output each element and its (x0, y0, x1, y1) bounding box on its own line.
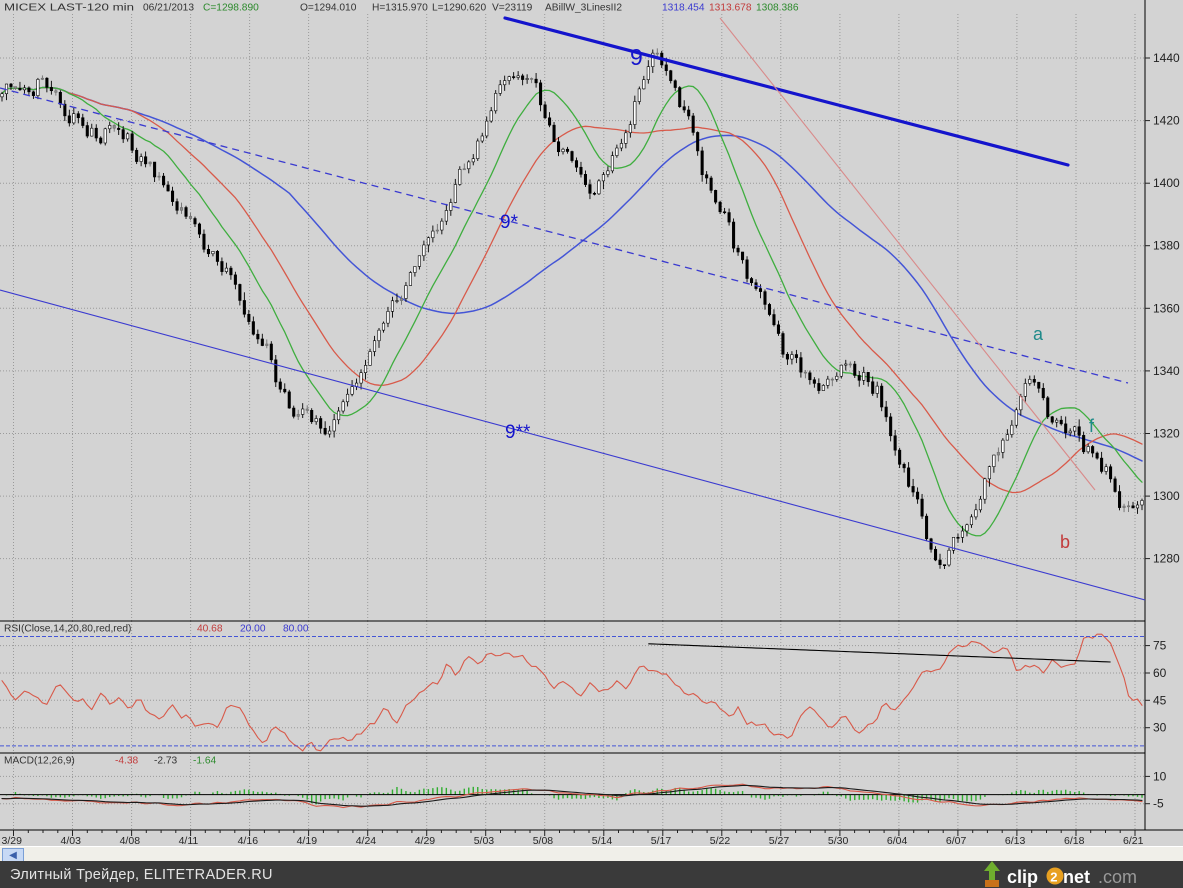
svg-text:1308.386: 1308.386 (756, 3, 799, 14)
svg-text:-4.38: -4.38 (115, 756, 139, 767)
svg-text:10: 10 (1153, 769, 1167, 783)
svg-text:net: net (1063, 867, 1090, 887)
svg-text:9*: 9* (500, 212, 519, 233)
svg-text:a: a (1033, 324, 1044, 344)
svg-text:60: 60 (1153, 666, 1167, 680)
svg-text:1380: 1380 (1153, 239, 1180, 253)
svg-text:L=1290.620: L=1290.620 (432, 3, 486, 14)
svg-text:clip: clip (1007, 867, 1038, 887)
svg-text:O=1294.010: O=1294.010 (300, 3, 357, 14)
svg-text:1360: 1360 (1153, 301, 1180, 315)
svg-text:30: 30 (1153, 721, 1167, 735)
svg-text:.com: .com (1098, 867, 1137, 887)
svg-text:2: 2 (1050, 870, 1057, 885)
svg-text:1320: 1320 (1153, 427, 1180, 441)
svg-text:RSI(Close,14,20,80,red,red): RSI(Close,14,20,80,red,red) (4, 624, 131, 635)
svg-text:1313.678: 1313.678 (709, 3, 752, 14)
svg-text:45: 45 (1153, 693, 1167, 707)
svg-text:9**: 9** (505, 422, 531, 443)
svg-text:V=23119: V=23119 (492, 3, 533, 14)
svg-text:MACD(12,26,9): MACD(12,26,9) (4, 756, 75, 767)
svg-text:20.00: 20.00 (240, 624, 266, 635)
svg-text:1340: 1340 (1153, 364, 1180, 378)
svg-text:-2.73: -2.73 (154, 756, 178, 767)
svg-text:ABillW_3LinesII2: ABillW_3LinesII2 (545, 3, 622, 14)
svg-text:b: b (1060, 532, 1070, 552)
svg-text:1400: 1400 (1153, 176, 1180, 190)
svg-text:1280: 1280 (1153, 552, 1180, 566)
svg-text:75: 75 (1153, 639, 1167, 653)
svg-text:-1.64: -1.64 (193, 756, 217, 767)
svg-text:H=1315.970: H=1315.970 (372, 3, 428, 14)
svg-text:9: 9 (630, 44, 643, 70)
svg-text:40.68: 40.68 (197, 624, 223, 635)
svg-text:1318.454: 1318.454 (662, 3, 705, 14)
svg-text:1440: 1440 (1153, 51, 1180, 65)
svg-text:1420: 1420 (1153, 114, 1180, 128)
svg-text:C=1298.890: C=1298.890 (203, 3, 259, 14)
svg-text:MICEX LAST-120 min: MICEX LAST-120 min (4, 3, 134, 14)
svg-text:-5: -5 (1153, 797, 1164, 811)
svg-text:80.00: 80.00 (283, 624, 309, 635)
svg-text:1300: 1300 (1153, 489, 1180, 503)
svg-text:06/21/2013: 06/21/2013 (143, 3, 194, 14)
